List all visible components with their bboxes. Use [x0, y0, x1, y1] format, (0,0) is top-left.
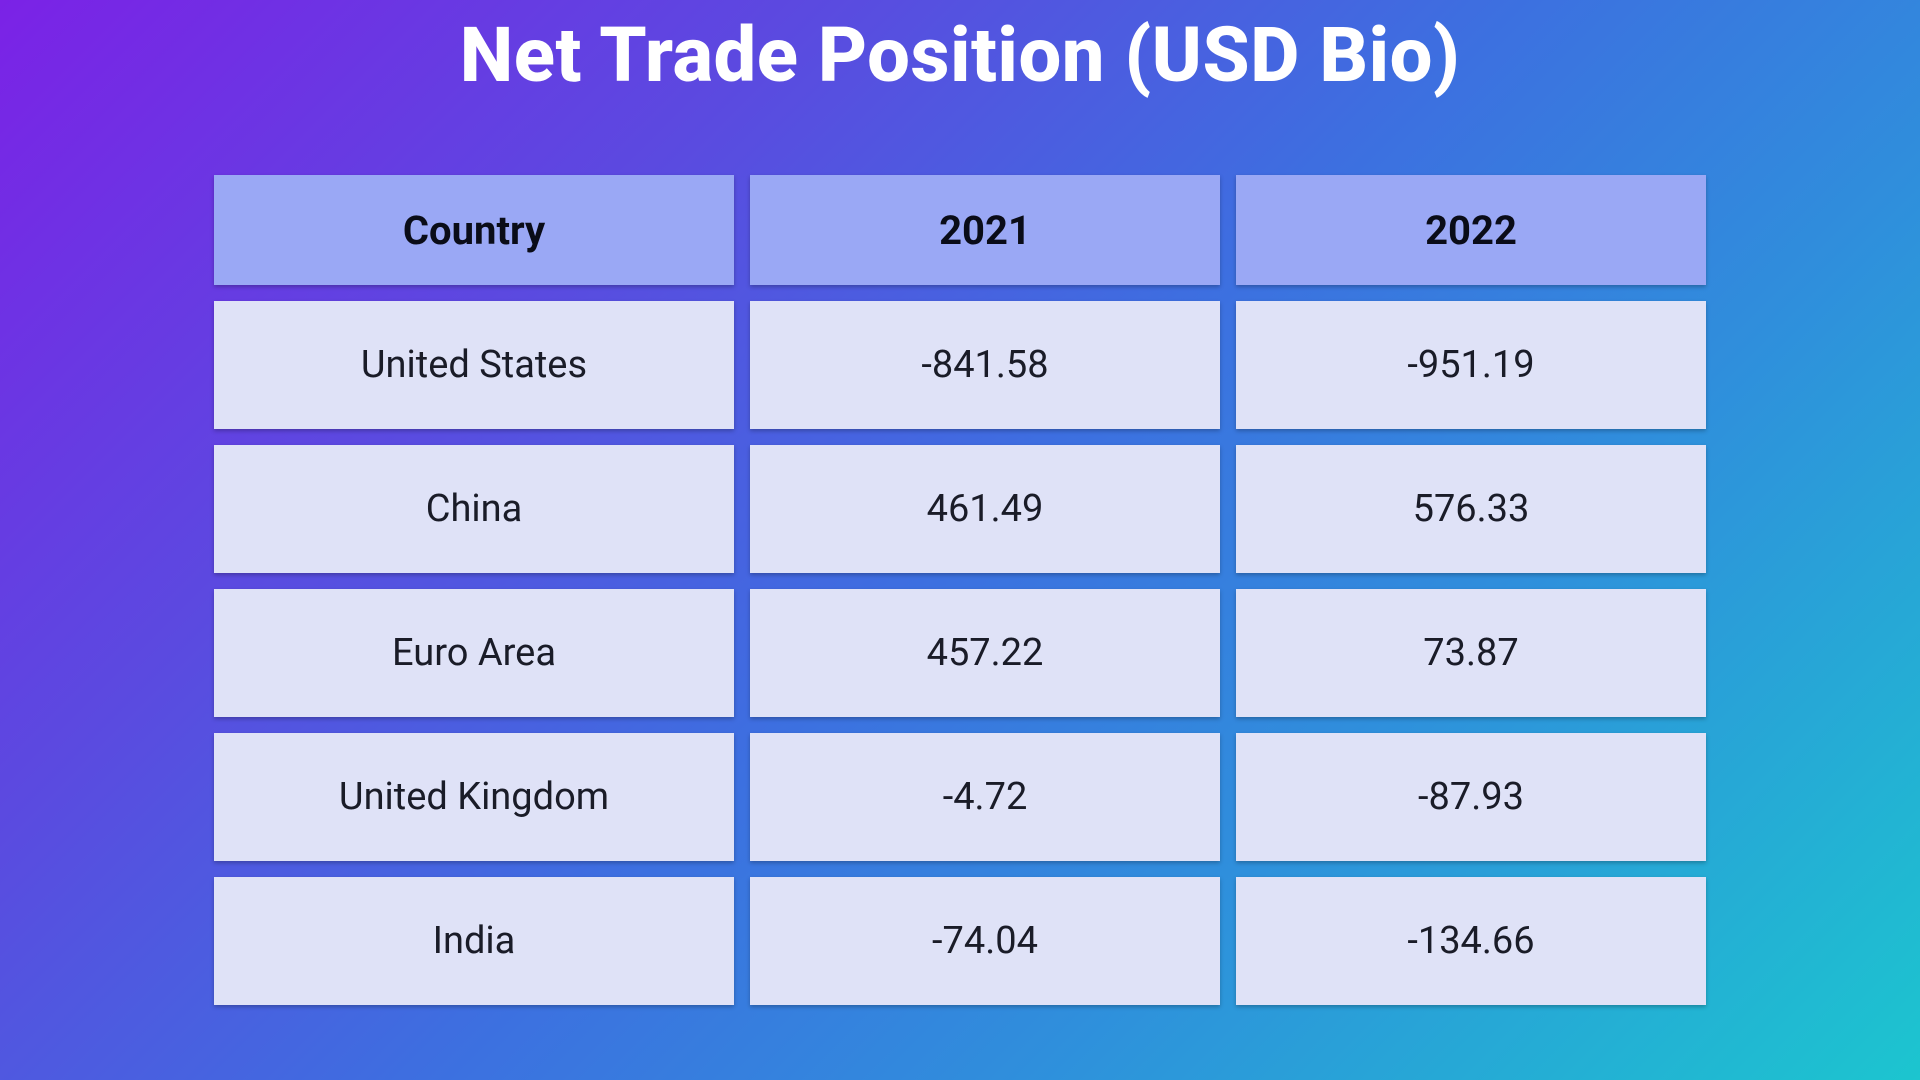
table-cell: United States [214, 301, 734, 429]
table-cell: -841.58 [750, 301, 1220, 429]
table-header-cell: 2022 [1236, 175, 1706, 285]
table-cell: India [214, 877, 734, 1005]
table-row: United States-841.58-951.19 [214, 301, 1706, 429]
table-row: China461.49576.33 [214, 445, 1706, 573]
table-cell: 576.33 [1236, 445, 1706, 573]
table-header-cell: 2021 [750, 175, 1220, 285]
page-title: Net Trade Position (USD Bio) [460, 10, 1460, 100]
slide-canvas: Net Trade Position (USD Bio) Country2021… [0, 0, 1920, 1080]
table-header-row: Country20212022 [214, 175, 1706, 285]
trade-table: Country20212022 United States-841.58-951.… [214, 175, 1706, 1005]
table-cell: United Kingdom [214, 733, 734, 861]
table-row: United Kingdom-4.72-87.93 [214, 733, 1706, 861]
table-row: India-74.04-134.66 [214, 877, 1706, 1005]
table-header-cell: Country [214, 175, 734, 285]
table-cell: -74.04 [750, 877, 1220, 1005]
table-cell: China [214, 445, 734, 573]
table-cell: -951.19 [1236, 301, 1706, 429]
table-cell: 73.87 [1236, 589, 1706, 717]
table-cell: -134.66 [1236, 877, 1706, 1005]
table-cell: Euro Area [214, 589, 734, 717]
table-cell: -87.93 [1236, 733, 1706, 861]
table-cell: 457.22 [750, 589, 1220, 717]
table-row: Euro Area457.2273.87 [214, 589, 1706, 717]
table-cell: 461.49 [750, 445, 1220, 573]
table-cell: -4.72 [750, 733, 1220, 861]
